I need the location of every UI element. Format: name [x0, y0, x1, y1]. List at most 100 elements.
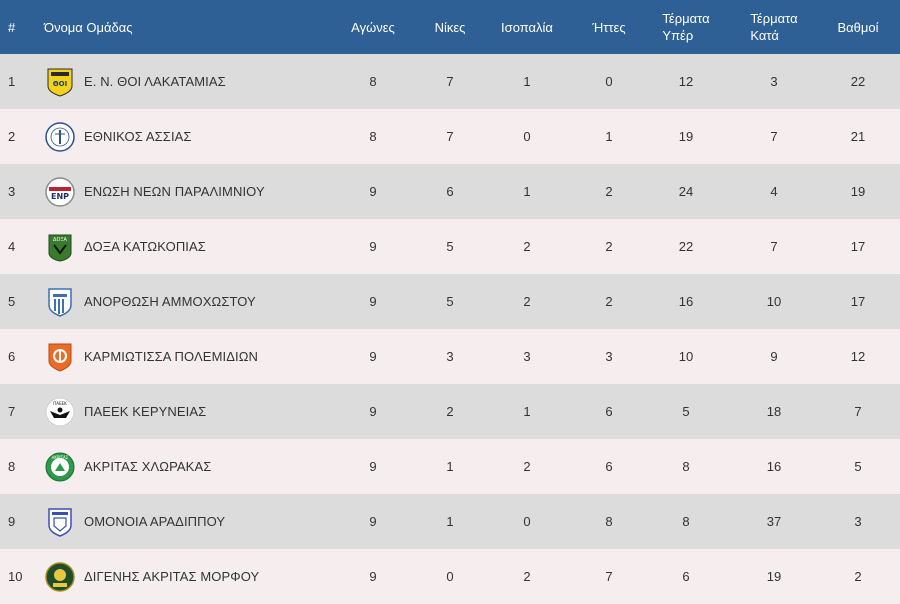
cell-played: 9: [369, 514, 377, 529]
table-row: 7 ΠΑΕΕΚ ΠΑΕΕΚ ΚΕΡΥΝΕΙΑΣ 9 2 1 6 5 18 7: [0, 384, 900, 439]
table-row: 2 ΕΘΝΙΚΟΣ ΑΣΣΙΑΣ 8 7 0 1 19 7 21: [0, 109, 900, 164]
cell-points: 17: [850, 294, 866, 309]
cell-ga: 3: [770, 74, 778, 89]
cell-losses: 6: [605, 404, 613, 419]
header-goals-against: Τέρματα Κατά: [750, 0, 797, 54]
cell-wins: 6: [446, 184, 454, 199]
svg-text:ΘΟΙ: ΘΟΙ: [53, 80, 68, 88]
cell-draws: 1: [523, 74, 531, 89]
cell-losses: 8: [605, 514, 613, 529]
enp-crest-icon: ENP: [44, 176, 76, 208]
header-pos: #: [8, 19, 16, 35]
team-name: ΔΙΓΕΝΗΣ ΑΚΡΙΤΑΣ ΜΟΡΦΟΥ: [84, 569, 260, 584]
team-cell: ΕΘΝΙΚΟΣ ΑΣΣΙΑΣ: [44, 109, 192, 164]
thoi-lakatamias-crest-icon: ΘΟΙ: [44, 66, 76, 98]
cell-gf: 22: [678, 239, 694, 254]
table-row: 3 ENP ΕΝΩΣΗ ΝΕΩΝ ΠΑΡΑΛΙΜΝΙΟΥ 9 6 1 2 24 4 19: [0, 164, 900, 219]
team-cell: ΠΑΕΕΚ ΠΑΕΕΚ ΚΕΡΥΝΕΙΑΣ: [44, 384, 206, 439]
header-played: Αγώνες: [351, 19, 395, 35]
cell-points: 2: [854, 569, 862, 584]
cell-played: 9: [369, 239, 377, 254]
table-row: 1 ΘΟΙ Ε. Ν. ΘΟΙ ΛΑΚΑΤΑΜΙΑΣ 8 7 1 0 12 3 22: [0, 54, 900, 109]
table-row: 9 ΟΜΟΝΟΙΑ ΑΡΑΔΙΠΠΟΥ 9 1 0 8 8 37 3: [0, 494, 900, 549]
cell-ga: 16: [766, 459, 782, 474]
header-wins: Νίκες: [434, 19, 466, 35]
table-body: 1 ΘΟΙ Ε. Ν. ΘΟΙ ΛΑΚΑΤΑΜΙΑΣ 8 7 1 0 12 3 22 2 ΕΘΝΙΚΟ…: [0, 54, 900, 604]
cell-losses: 0: [605, 74, 613, 89]
svg-text:ENP: ENP: [51, 192, 69, 201]
row-position: 8: [8, 459, 16, 474]
team-name: ΠΑΕΕΚ ΚΕΡΥΝΕΙΑΣ: [84, 404, 207, 419]
cell-draws: 0: [523, 514, 531, 529]
cell-ga: 19: [766, 569, 782, 584]
cell-draws: 2: [523, 294, 531, 309]
cell-losses: 2: [605, 239, 613, 254]
cell-draws: 0: [523, 129, 531, 144]
svg-text:ΔΟΞΑ: ΔΟΞΑ: [53, 237, 68, 243]
team-cell: ΔΙΓΕΝΗΣ ΑΚΡΙΤΑΣ ΜΟΡΦΟΥ: [44, 549, 259, 604]
cell-gf: 12: [678, 74, 694, 89]
cell-points: 5: [854, 459, 862, 474]
row-position: 6: [8, 349, 16, 364]
cell-points: 3: [854, 514, 862, 529]
cell-played: 9: [369, 294, 377, 309]
row-position: 1: [8, 74, 16, 89]
row-position: 9: [8, 514, 16, 529]
ethnikos-assias-crest-icon: [44, 121, 76, 153]
team-cell: ΔΟΞΑ ΔΟΞΑ ΚΑΤΩΚΟΠΙΑΣ: [44, 219, 206, 274]
header-goals-for-line1: Τέρματα: [662, 11, 710, 26]
team-name: ΑΝΟΡΘΩΣΗ ΑΜΜΟΧΩΣΤΟΥ: [84, 294, 256, 309]
header-goals-against-line1: Τέρματα: [750, 11, 798, 26]
cell-points: 12: [850, 349, 866, 364]
cell-wins: 5: [446, 239, 454, 254]
paeek-eagle-crest-icon: ΠΑΕΕΚ: [44, 396, 76, 428]
cell-played: 8: [369, 74, 377, 89]
cell-losses: 6: [605, 459, 613, 474]
cell-wins: 1: [446, 459, 454, 474]
cell-gf: 10: [678, 349, 694, 364]
cell-losses: 2: [605, 294, 613, 309]
team-cell: ENP ΕΝΩΣΗ ΝΕΩΝ ΠΑΡΑΛΙΜΝΙΟΥ: [44, 164, 265, 219]
header-goals-against-line2: Κατά: [750, 28, 779, 43]
header-goals-for-line2: Υπέρ: [662, 28, 694, 43]
team-name: ΟΜΟΝΟΙΑ ΑΡΑΔΙΠΠΟΥ: [84, 514, 226, 529]
cell-draws: 3: [523, 349, 531, 364]
cell-points: 17: [850, 239, 866, 254]
header-goals-for: Τέρματα Υπέρ: [662, 0, 709, 54]
cell-wins: 7: [446, 129, 454, 144]
cell-ga: 7: [770, 129, 778, 144]
cell-played: 9: [369, 569, 377, 584]
cell-gf: 5: [682, 404, 690, 419]
cell-points: 22: [850, 74, 866, 89]
cell-ga: 7: [770, 239, 778, 254]
karmiotissa-crest-icon: [44, 341, 76, 373]
row-position: 10: [8, 569, 23, 584]
row-position: 7: [8, 404, 16, 419]
header-losses: Ήττες: [592, 19, 626, 35]
cell-ga: 10: [766, 294, 782, 309]
anorthosis-crest-icon: [44, 286, 76, 318]
cell-points: 21: [850, 129, 866, 144]
team-name: ΑΚΡΙΤΑΣ ΧΛΩΡΑΚΑΣ: [84, 459, 212, 474]
cell-played: 9: [369, 349, 377, 364]
cell-gf: 16: [678, 294, 694, 309]
cell-played: 9: [369, 184, 377, 199]
cell-gf: 6: [682, 569, 690, 584]
cell-losses: 3: [605, 349, 613, 364]
cell-ga: 9: [770, 349, 778, 364]
table-header: # Όνομα Ομάδας Αγώνες Νίκες Ισοπαλία Ήττ…: [0, 0, 900, 54]
cell-wins: 5: [446, 294, 454, 309]
header-points: Βαθμοί: [837, 19, 879, 35]
table-row: 10 ΔΙΓΕΝΗΣ ΑΚΡΙΤΑΣ ΜΟΡΦΟΥ 9 0 2 7 6 19 2: [0, 549, 900, 604]
digenis-morfou-crest-icon: [44, 561, 76, 593]
omonoia-aradippou-crest-icon: [44, 506, 76, 538]
cell-gf: 24: [678, 184, 694, 199]
cell-gf: 19: [678, 129, 694, 144]
cell-losses: 7: [605, 569, 613, 584]
team-name: ΕΘΝΙΚΟΣ ΑΣΣΙΑΣ: [84, 129, 192, 144]
cell-wins: 0: [446, 569, 454, 584]
cell-gf: 8: [682, 514, 690, 529]
svg-text:ΠΑΕΕΚ: ΠΑΕΕΚ: [53, 401, 67, 406]
team-name: ΕΝΩΣΗ ΝΕΩΝ ΠΑΡΑΛΙΜΝΙΟΥ: [84, 184, 265, 199]
